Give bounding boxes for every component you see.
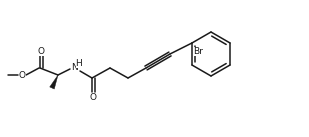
Text: O: O	[19, 71, 26, 79]
Polygon shape	[50, 75, 58, 89]
Text: H: H	[76, 58, 83, 68]
Text: O: O	[38, 46, 45, 55]
Text: Br: Br	[193, 47, 203, 56]
Text: O: O	[90, 93, 97, 102]
Text: N: N	[71, 64, 77, 72]
